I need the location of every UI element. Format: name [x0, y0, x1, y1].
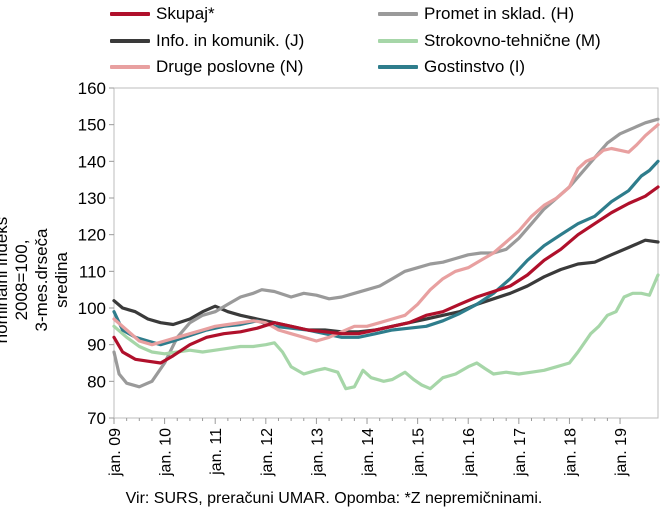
legend-label: Skupaj* — [156, 4, 215, 23]
legend-label: Gostinstvo (I) — [424, 57, 526, 76]
source-note: Vir: SURS, preračuni UMAR. Opomba: *Z ne… — [125, 490, 543, 507]
x-tick-label: jan. 14 — [360, 428, 377, 477]
legend-item: Info. in komunik. (J) — [110, 30, 304, 52]
x-tick-label: jan. 17 — [512, 428, 529, 477]
y-tick-label: 130 — [78, 189, 106, 208]
x-tick-label: jan. 15 — [411, 428, 428, 477]
series-lines — [112, 117, 660, 391]
y-axis-label: Desezoniran nominalni indeks 2008=100, 3… — [0, 200, 72, 360]
x-tick-label: jan. 10 — [158, 428, 175, 477]
legend-label: Info. in komunik. (J) — [156, 31, 305, 50]
x-tick-label: jan. 09 — [107, 428, 124, 477]
legend-label: Promet in sklad. (H) — [424, 4, 575, 23]
x-tick-label: jan. 18 — [562, 428, 579, 477]
y-tick-label: 140 — [78, 152, 106, 171]
legend-swatch — [110, 39, 150, 43]
y-tick-label: 80 — [87, 372, 106, 391]
plot-frame — [113, 87, 659, 419]
series-line-3 — [112, 273, 660, 391]
x-tick-label: jan. 19 — [613, 428, 630, 477]
legend-item: Druge poslovne (N) — [110, 56, 303, 78]
y-tick-label: 160 — [78, 79, 106, 98]
y-tick-label: 90 — [87, 336, 106, 355]
series-line-1 — [112, 117, 660, 389]
plot-border — [113, 87, 659, 419]
legend-label: Druge poslovne (N) — [156, 57, 304, 76]
legend-item: Gostinstvo (I) — [378, 56, 525, 78]
legend-swatch — [110, 12, 150, 16]
y-axis-label-line-1: Desezoniran nominalni indeks 2008=100, — [0, 216, 31, 344]
y-tick-label: 110 — [79, 262, 106, 281]
y-axis: 70 80 90 100 110 120 130 140 150 160 — [78, 79, 114, 428]
y-axis-label-line-2: 3-mes.drseča sredina — [32, 228, 71, 332]
y-tick-label: 120 — [78, 226, 106, 245]
legend-item: Promet in sklad. (H) — [378, 3, 574, 25]
series-line-0 — [112, 185, 660, 365]
legend-swatch — [378, 12, 418, 16]
legend-swatch — [378, 65, 418, 69]
series-line-4 — [112, 123, 660, 347]
y-tick-label: 100 — [78, 299, 106, 318]
x-tick-label: jan. 11 — [208, 428, 225, 476]
x-axis: jan. 09 jan. 10 jan. 11 jan. 12 jan. 13 jan. … — [107, 418, 630, 477]
x-tick-label: jan. 12 — [259, 428, 276, 477]
legend: Skupaj* Promet in sklad. (H) Info. in komu… — [0, 0, 668, 80]
y-tick-label: 150 — [78, 116, 106, 135]
legend-item: Skupaj* — [110, 3, 215, 25]
legend-item: Strokovno-tehnične (M) — [378, 30, 601, 52]
x-tick-label: jan. 13 — [309, 428, 326, 477]
y-tick-label: 70 — [87, 409, 106, 428]
legend-swatch — [110, 65, 150, 69]
legend-label: Strokovno-tehnične (M) — [424, 31, 601, 50]
x-tick-label: jan. 16 — [461, 428, 478, 477]
series-line-5 — [112, 159, 660, 347]
legend-swatch — [378, 39, 418, 43]
